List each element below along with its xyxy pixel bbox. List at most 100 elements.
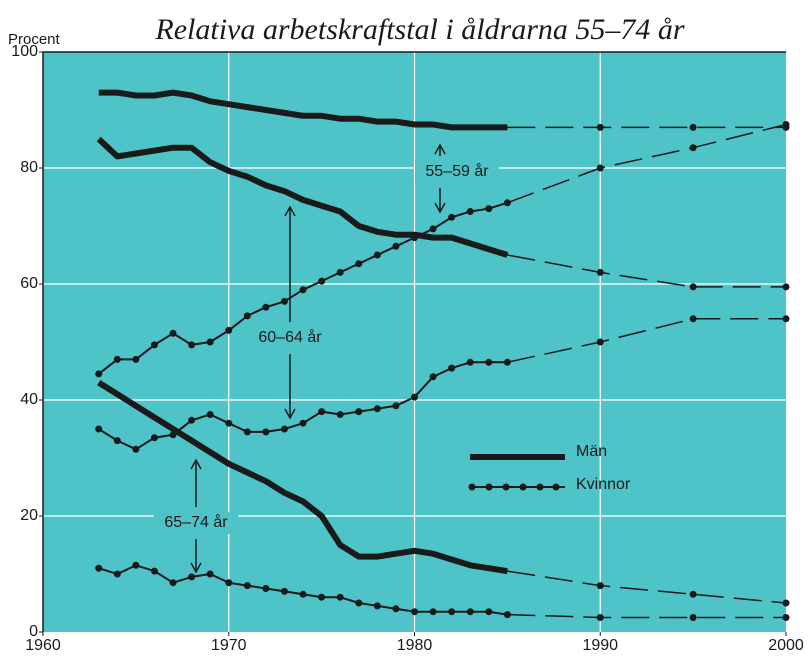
data-point bbox=[206, 338, 214, 346]
y-tick-label: 100 bbox=[11, 43, 38, 60]
x-tick-label: 1990 bbox=[582, 637, 618, 654]
data-point bbox=[150, 434, 158, 442]
data-point bbox=[95, 564, 103, 572]
data-point bbox=[503, 358, 511, 366]
projection-line bbox=[507, 613, 786, 619]
arrow-head bbox=[284, 408, 296, 420]
projection-line bbox=[507, 254, 786, 288]
legend-label: Män bbox=[576, 443, 607, 460]
data-point bbox=[169, 329, 177, 337]
data-point bbox=[299, 286, 307, 294]
data-point bbox=[429, 373, 437, 381]
projection-line bbox=[507, 318, 786, 364]
data-point bbox=[243, 312, 251, 320]
legend-dot bbox=[552, 483, 560, 491]
data-point bbox=[392, 242, 400, 250]
legend-dot bbox=[468, 483, 476, 491]
y-axis-label: Procent bbox=[8, 31, 61, 48]
annotation: 60–64 år bbox=[258, 328, 322, 346]
data-point bbox=[596, 338, 604, 346]
data-point bbox=[355, 599, 363, 607]
data-point bbox=[448, 213, 456, 221]
annotation-bg bbox=[415, 161, 499, 183]
data-point bbox=[318, 593, 326, 601]
legend-dot bbox=[502, 483, 510, 491]
data-point bbox=[448, 364, 456, 372]
data-point bbox=[113, 570, 121, 578]
data-point bbox=[206, 570, 214, 578]
arrow-head bbox=[284, 205, 296, 217]
data-point bbox=[132, 561, 140, 569]
data-point bbox=[132, 355, 140, 363]
arrow-head bbox=[434, 143, 446, 155]
data-point bbox=[188, 416, 196, 424]
legend-dot bbox=[519, 483, 527, 491]
data-point bbox=[318, 277, 326, 285]
data-point bbox=[299, 419, 307, 427]
data-point bbox=[466, 608, 474, 616]
legend-label: Kvinnor bbox=[576, 476, 631, 493]
data-point bbox=[206, 411, 214, 418]
data-point bbox=[132, 445, 140, 453]
data-point bbox=[262, 585, 270, 592]
data-point bbox=[429, 608, 437, 616]
data-point bbox=[485, 608, 493, 616]
data-point bbox=[355, 408, 363, 416]
y-tick-label: 60 bbox=[20, 275, 38, 292]
legend-dot bbox=[536, 483, 544, 491]
data-point bbox=[503, 199, 511, 207]
x-tick-label: 2000 bbox=[768, 637, 804, 654]
data-point bbox=[150, 567, 158, 575]
data-point bbox=[689, 614, 697, 621]
data-point bbox=[689, 315, 697, 323]
data-point bbox=[411, 393, 418, 401]
data-point bbox=[188, 573, 196, 581]
data-point bbox=[596, 123, 604, 131]
data-point bbox=[689, 283, 697, 291]
data-point bbox=[336, 411, 344, 418]
data-point bbox=[113, 355, 121, 363]
data-point bbox=[782, 121, 790, 128]
data-point bbox=[392, 402, 400, 410]
legend-dot bbox=[485, 483, 493, 491]
data-point bbox=[95, 425, 103, 433]
data-point bbox=[280, 425, 288, 433]
data-point bbox=[689, 590, 697, 598]
data-point bbox=[262, 303, 270, 311]
line-series bbox=[96, 136, 509, 258]
annotation-bg bbox=[154, 512, 238, 534]
data-point bbox=[243, 582, 251, 590]
data-point bbox=[429, 225, 437, 233]
data-point bbox=[336, 268, 344, 276]
data-point bbox=[169, 579, 177, 587]
data-point bbox=[373, 405, 381, 413]
arrow-head bbox=[190, 562, 202, 574]
data-point bbox=[355, 260, 363, 268]
data-point bbox=[95, 370, 103, 378]
data-point bbox=[150, 341, 158, 349]
data-point bbox=[782, 599, 790, 607]
y-tick-label: 0 bbox=[29, 623, 38, 640]
data-point bbox=[596, 614, 604, 621]
y-tick-label: 20 bbox=[20, 507, 38, 524]
data-point bbox=[188, 341, 196, 349]
arrow-head bbox=[434, 202, 446, 214]
data-point bbox=[373, 602, 381, 610]
data-point bbox=[689, 144, 697, 152]
data-point bbox=[689, 123, 697, 131]
data-point bbox=[782, 315, 790, 323]
data-point bbox=[336, 593, 344, 601]
data-point bbox=[596, 268, 604, 276]
data-point bbox=[392, 605, 400, 613]
data-point bbox=[485, 358, 493, 366]
data-point bbox=[596, 582, 604, 590]
data-point bbox=[466, 208, 474, 215]
data-point bbox=[243, 428, 251, 436]
data-point bbox=[225, 419, 233, 427]
y-tick-label: 80 bbox=[20, 159, 38, 176]
data-point bbox=[299, 590, 307, 598]
data-point bbox=[318, 408, 326, 416]
annotation: 65–74 år bbox=[164, 513, 228, 531]
data-point bbox=[411, 608, 418, 616]
data-point bbox=[262, 428, 270, 436]
